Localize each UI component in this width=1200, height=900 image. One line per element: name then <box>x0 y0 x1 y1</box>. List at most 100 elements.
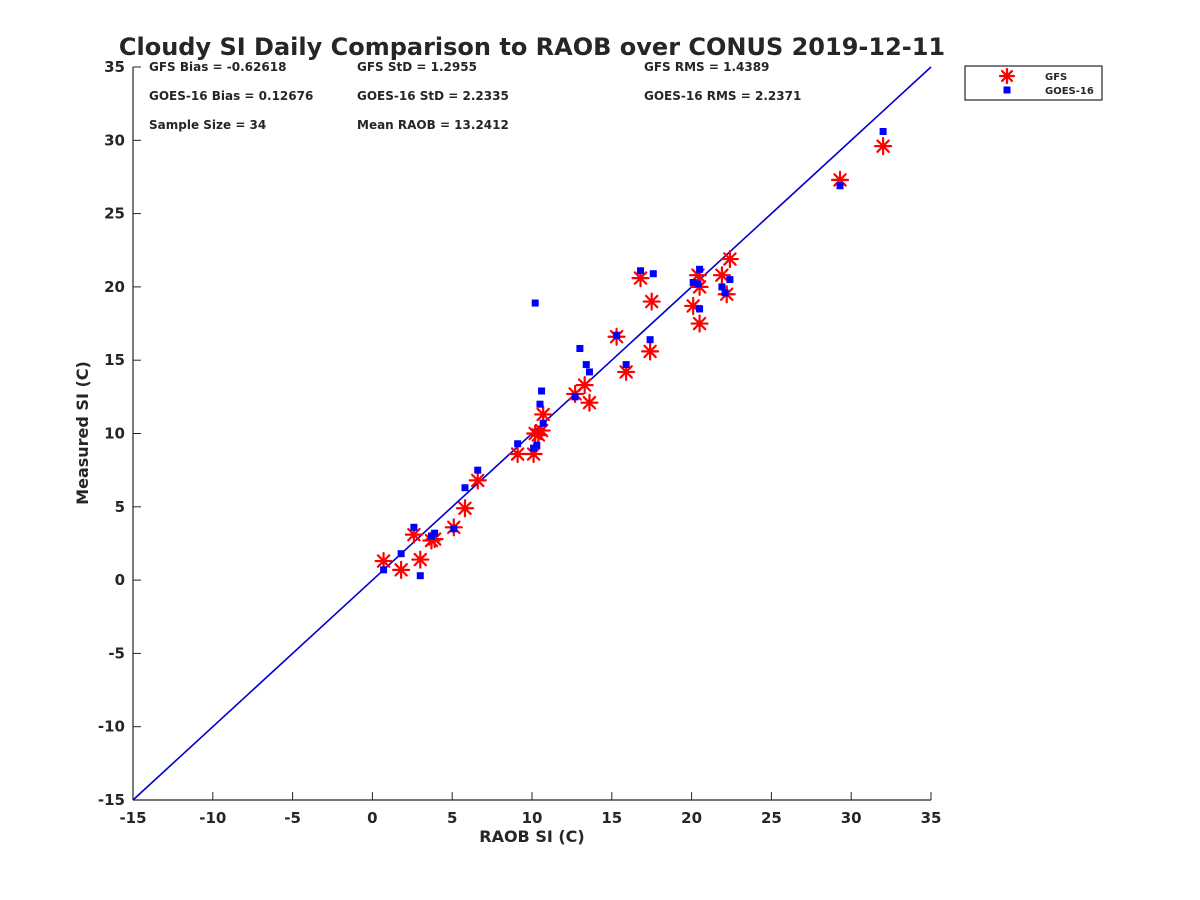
gfs-point-stroke <box>534 405 553 424</box>
gfs-point-stroke <box>411 550 430 569</box>
legend-marker-gfs <box>998 67 1016 85</box>
x-tick-label: 15 <box>601 809 622 827</box>
gfs-point <box>688 266 708 285</box>
stat-text: Mean RAOB = 13.2412 <box>357 118 509 132</box>
gfs-point <box>720 249 739 269</box>
goes-16-point <box>380 566 388 574</box>
y-tick-label: 25 <box>104 205 125 223</box>
gfs-point <box>392 560 411 579</box>
goes-16-point <box>718 283 726 291</box>
goes-16-point <box>450 525 458 533</box>
gfs-point-stroke <box>392 560 411 579</box>
gfs-point <box>575 376 594 395</box>
y-tick-label: 20 <box>104 278 125 296</box>
goes-16-point <box>514 440 522 448</box>
gfs-point-stroke <box>508 444 527 464</box>
goes-16-point <box>646 336 654 344</box>
gfs-point-stroke <box>631 269 650 288</box>
legend-marker-gfs-stroke <box>998 67 1016 85</box>
goes-16-point <box>613 331 621 339</box>
gfs-point <box>455 499 475 518</box>
x-tick-label: -5 <box>284 809 301 827</box>
gfs-point <box>617 362 636 382</box>
goes-16-point <box>694 280 702 288</box>
stat-text: Sample Size = 34 <box>149 118 266 132</box>
goes-16-point <box>721 289 729 297</box>
gfs-point-stroke <box>720 249 739 269</box>
stat-text: GFS RMS = 1.4389 <box>644 60 769 74</box>
gfs-point <box>422 531 441 550</box>
legend-box <box>964 65 1103 101</box>
gfs-point-stroke <box>617 362 636 382</box>
gfs-point-stroke <box>575 376 594 395</box>
y-axis-label: Measured SI (C) <box>73 361 92 505</box>
legend-label: GFS <box>1045 72 1067 83</box>
goes-16-point <box>696 305 704 313</box>
goes-16-point <box>879 128 887 136</box>
goes-16-point <box>461 484 469 492</box>
y-tick-label: 30 <box>104 131 125 149</box>
gfs-point-stroke <box>684 296 703 316</box>
goes-16-point <box>533 441 541 449</box>
series-goes-16 <box>380 128 887 580</box>
stat-text: GOES-16 RMS = 2.2371 <box>644 89 801 103</box>
legend-marker-goes-16 <box>1003 86 1011 94</box>
gfs-point-stroke <box>374 551 393 571</box>
stat-text: GOES-16 StD = 2.2335 <box>357 89 509 103</box>
gfs-point-stroke <box>688 266 708 285</box>
x-tick-label: 0 <box>367 809 377 827</box>
x-tick-label: 10 <box>522 809 543 827</box>
goes-16-point <box>539 419 547 427</box>
gfs-point <box>526 424 545 443</box>
goes-16-point <box>696 265 704 273</box>
stat-text: GOES-16 Bias = 0.12676 <box>149 89 313 103</box>
gfs-point <box>468 471 487 490</box>
chart-title: Cloudy SI Daily Comparison to RAOB over … <box>119 33 945 61</box>
gfs-point-stroke <box>422 531 441 550</box>
goes-16-point <box>622 361 630 369</box>
gfs-point <box>684 296 703 316</box>
goes-16-point <box>571 393 579 401</box>
gfs-point-stroke <box>580 393 599 412</box>
gfs-point <box>534 405 553 424</box>
goes-16-point <box>536 400 544 408</box>
y-tick-label: 0 <box>115 571 125 589</box>
x-tick-label: 30 <box>841 809 862 827</box>
goes-16-point <box>410 523 418 531</box>
data-marks <box>374 128 893 580</box>
gfs-point <box>580 393 599 412</box>
gfs-point <box>641 342 660 361</box>
x-tick-label: 35 <box>921 809 942 827</box>
x-tick-label: 20 <box>681 809 702 827</box>
gfs-point <box>874 137 893 156</box>
y-tick-label: 15 <box>104 351 125 369</box>
gfs-point <box>712 266 732 285</box>
goes-16-point <box>531 299 539 307</box>
y-tick-label: -15 <box>98 791 125 809</box>
goes-16-point <box>538 387 546 395</box>
goes-16-point <box>649 270 657 278</box>
stat-text: GFS StD = 1.2955 <box>357 60 477 74</box>
goes-16-point <box>582 361 590 369</box>
gfs-point-stroke <box>526 424 545 443</box>
gfs-point <box>524 444 543 464</box>
gfs-point-stroke <box>455 499 475 518</box>
x-axis-label: RAOB SI (C) <box>479 827 584 846</box>
x-tick-label: 25 <box>761 809 782 827</box>
gfs-point-stroke <box>532 421 551 440</box>
goes-16-point <box>397 550 405 558</box>
gfs-point <box>642 292 661 311</box>
gfs-point <box>508 444 527 464</box>
gfs-point-stroke <box>404 525 423 544</box>
x-tick-label: -10 <box>199 809 226 827</box>
gfs-point-stroke <box>712 266 732 285</box>
gfs-point <box>690 314 709 333</box>
gfs-point <box>631 269 650 288</box>
goes-16-point <box>637 267 645 275</box>
gfs-point-stroke <box>642 292 661 311</box>
gfs-point-stroke <box>524 444 543 464</box>
gfs-point <box>374 551 393 571</box>
goes-16-point <box>576 344 584 352</box>
gfs-point-stroke <box>468 471 487 490</box>
